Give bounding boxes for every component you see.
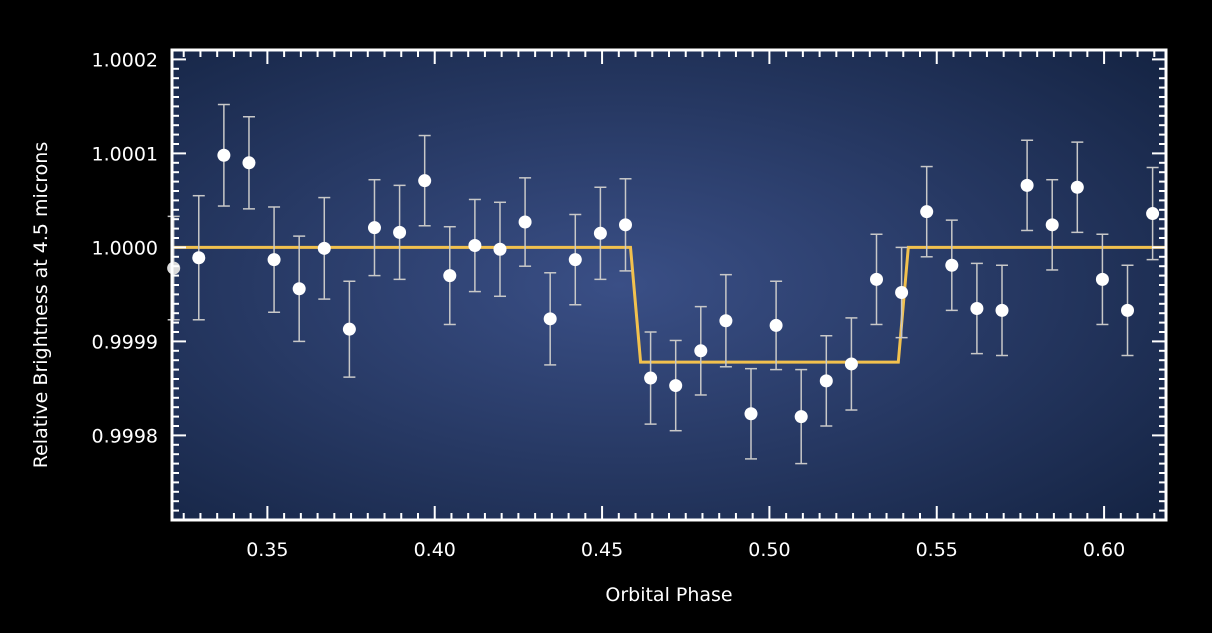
data-point bbox=[518, 177, 532, 267]
x-tick-label: 0.35 bbox=[246, 539, 288, 561]
data-point bbox=[167, 215, 181, 321]
y-tick-label: 1.0000 bbox=[92, 237, 158, 259]
data-point-marker bbox=[1095, 272, 1109, 286]
x-axis-label: Orbital Phase bbox=[605, 584, 732, 606]
data-point bbox=[970, 262, 984, 355]
data-point-marker bbox=[819, 374, 833, 388]
data-point bbox=[342, 280, 356, 378]
data-point bbox=[543, 272, 557, 366]
data-point bbox=[317, 196, 331, 300]
data-point bbox=[1045, 178, 1059, 271]
data-point-marker bbox=[192, 251, 206, 265]
x-tick-label: 0.60 bbox=[1083, 539, 1125, 561]
data-point-marker bbox=[393, 225, 407, 239]
data-point-marker bbox=[317, 241, 331, 255]
data-point bbox=[769, 280, 783, 371]
x-tick-label: 0.45 bbox=[581, 539, 623, 561]
data-point-marker bbox=[1070, 180, 1084, 194]
y-tick-label: 0.9999 bbox=[92, 331, 158, 353]
x-tick-label: 0.40 bbox=[414, 539, 456, 561]
data-point-marker bbox=[543, 312, 557, 326]
data-point bbox=[1020, 139, 1034, 232]
data-point bbox=[1146, 166, 1160, 261]
data-point bbox=[995, 264, 1009, 357]
data-point bbox=[644, 331, 658, 425]
data-point-marker bbox=[895, 286, 909, 300]
data-point-marker bbox=[593, 226, 607, 240]
data-point bbox=[719, 273, 733, 368]
data-point-marker bbox=[844, 357, 858, 371]
data-point-marker bbox=[443, 269, 457, 283]
data-point-marker bbox=[945, 258, 959, 272]
data-point bbox=[1070, 141, 1084, 234]
data-point bbox=[568, 213, 582, 306]
data-point bbox=[895, 246, 909, 339]
data-point bbox=[468, 198, 482, 293]
data-point bbox=[367, 178, 381, 277]
data-point-marker bbox=[242, 156, 256, 170]
data-point-marker bbox=[568, 253, 582, 267]
data-point-marker bbox=[920, 205, 934, 219]
data-point-marker bbox=[1045, 218, 1059, 232]
data-point-marker bbox=[292, 282, 306, 296]
data-point-marker bbox=[342, 322, 356, 336]
data-point-marker bbox=[794, 410, 808, 424]
data-point-marker bbox=[618, 218, 632, 232]
data-point-marker bbox=[367, 221, 381, 235]
x-tick-label: 0.55 bbox=[916, 539, 958, 561]
data-point-marker bbox=[719, 314, 733, 328]
data-point bbox=[1095, 233, 1109, 326]
data-points-layer bbox=[167, 103, 1160, 465]
data-point bbox=[192, 194, 206, 321]
x-tick-label: 0.50 bbox=[748, 539, 790, 561]
data-point-marker bbox=[769, 318, 783, 332]
data-point-marker bbox=[1020, 178, 1034, 192]
data-point-marker bbox=[870, 272, 884, 286]
data-point-marker bbox=[418, 174, 432, 188]
y-axis-label: Relative Brightness at 4.5 microns bbox=[30, 142, 52, 469]
data-point-marker bbox=[518, 215, 532, 229]
data-point bbox=[418, 134, 432, 227]
data-point bbox=[794, 368, 808, 465]
data-point-marker bbox=[694, 344, 708, 358]
data-point bbox=[393, 184, 407, 281]
data-point bbox=[443, 225, 457, 326]
data-point bbox=[920, 165, 934, 258]
data-point bbox=[493, 201, 507, 298]
data-point bbox=[744, 367, 758, 460]
data-point-marker bbox=[995, 303, 1009, 317]
data-point-marker bbox=[970, 302, 984, 315]
data-point bbox=[669, 339, 683, 432]
data-point bbox=[844, 317, 858, 411]
data-point-marker bbox=[493, 242, 507, 256]
data-point-marker bbox=[468, 239, 482, 253]
data-point bbox=[694, 305, 708, 396]
y-tick-label: 1.0002 bbox=[92, 49, 158, 71]
tick-labels: 0.35 0.40 0.45 0.50 0.55 0.60 0.9998 0.9999 1.00… bbox=[92, 49, 1126, 561]
y-tick-label: 0.9998 bbox=[92, 425, 158, 447]
data-point bbox=[242, 115, 256, 210]
data-point bbox=[267, 206, 281, 314]
data-point-marker bbox=[1146, 207, 1160, 221]
data-point bbox=[945, 219, 959, 312]
axis-ticks bbox=[172, 49, 1166, 521]
data-point bbox=[870, 233, 884, 326]
plot-area-background bbox=[172, 50, 1166, 520]
data-point-marker bbox=[267, 253, 281, 267]
data-point bbox=[292, 235, 306, 343]
data-point bbox=[217, 103, 231, 207]
y-tick-label: 1.0001 bbox=[92, 143, 158, 165]
data-point-marker bbox=[167, 261, 181, 275]
data-point-marker bbox=[217, 148, 231, 162]
data-point-marker bbox=[1121, 303, 1135, 317]
data-point-marker bbox=[744, 407, 758, 421]
data-point bbox=[1121, 264, 1135, 357]
data-point bbox=[593, 186, 607, 281]
data-point-marker bbox=[669, 379, 683, 393]
data-point bbox=[618, 178, 632, 272]
data-point-marker bbox=[644, 371, 658, 385]
data-point bbox=[819, 335, 833, 427]
